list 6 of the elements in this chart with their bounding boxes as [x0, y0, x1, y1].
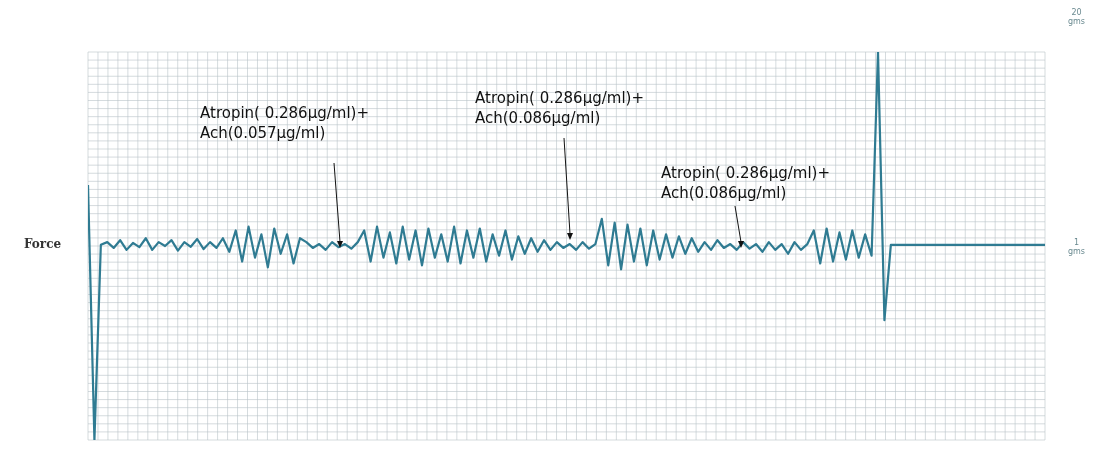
text: 1 gms: [1068, 238, 1086, 256]
y-axis-title: Force: [24, 236, 62, 251]
annotation: Atropin( 0.286µg/ml)+ Ach(0.057µg/ml): [200, 103, 369, 143]
annotation: Atropin( 0.286µg/ml)+ Ach(0.086µg/ml): [475, 88, 644, 128]
text: 20 gms: [1068, 8, 1086, 26]
annotation: Atropin( 0.286µg/ml)+ Ach(0.086µg/ml): [661, 163, 830, 203]
